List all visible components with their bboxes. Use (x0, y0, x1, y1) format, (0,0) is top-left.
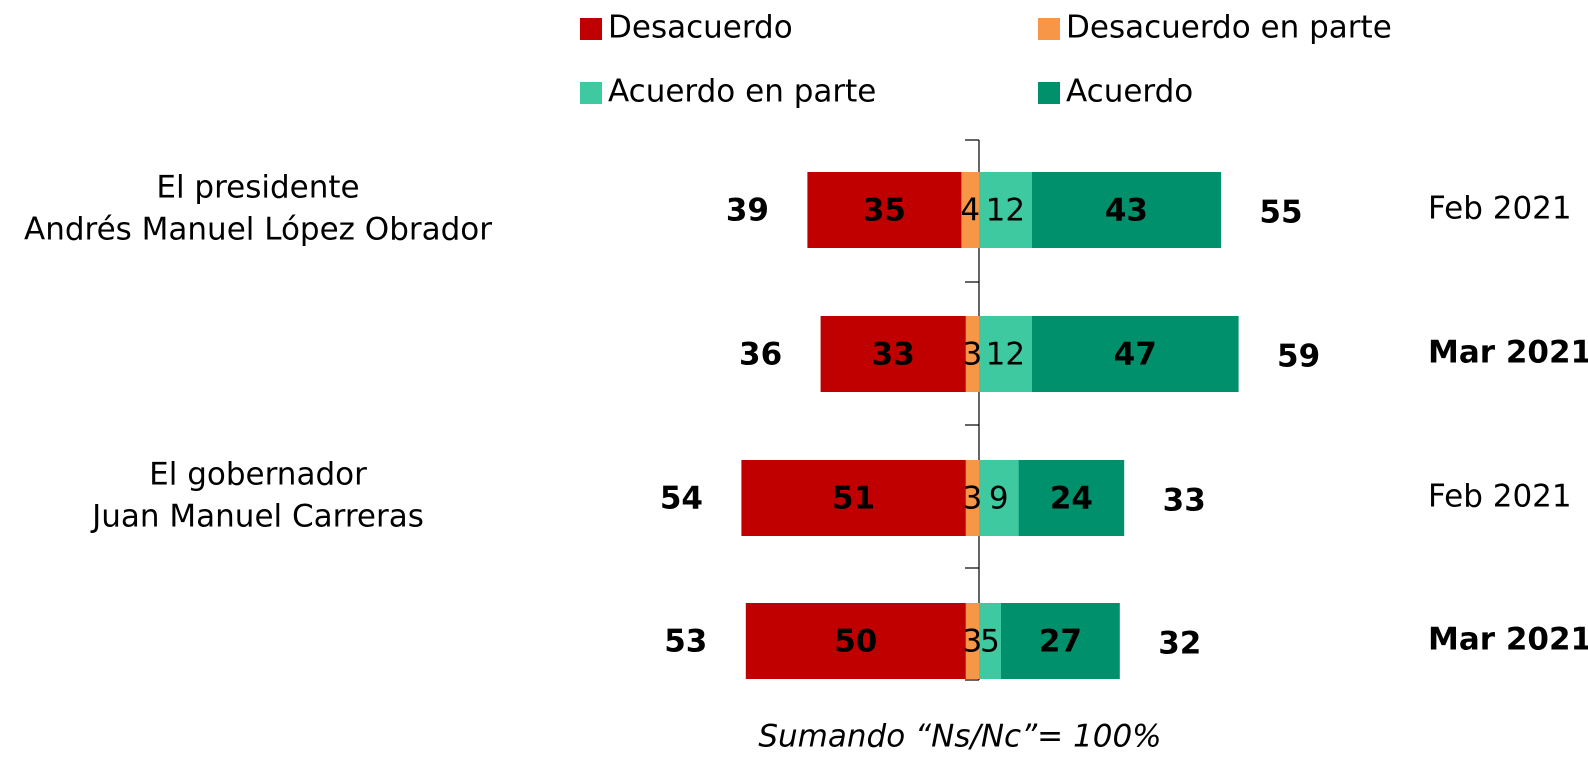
segment-label: 12 (986, 193, 1025, 229)
legend-label: Acuerdo (1066, 74, 1193, 110)
segment-label: 27 (1039, 624, 1082, 660)
segment-label: 43 (1105, 193, 1148, 229)
group-label: El gobernador (149, 457, 367, 493)
total-right: 55 (1259, 195, 1302, 231)
bar-segment (1031, 172, 1221, 248)
bar-segment (1031, 316, 1239, 392)
segment-label: 5 (980, 624, 1000, 660)
date-label: Feb 2021 (1428, 191, 1572, 227)
total-right: 59 (1277, 339, 1320, 375)
legend-swatch (1038, 82, 1060, 104)
legend-label: Acuerdo en parte (608, 74, 876, 110)
bar-segment (979, 316, 1032, 392)
segment-label: 3 (963, 337, 983, 373)
bar-segment (745, 603, 966, 679)
legend-swatch (580, 18, 602, 40)
group-label: Juan Manuel Carreras (90, 499, 424, 535)
bar-segment (965, 603, 979, 679)
segment-label: 4 (960, 193, 980, 229)
bar-segment (807, 172, 962, 248)
segment-label: 24 (1050, 481, 1093, 517)
segment-label: 50 (834, 624, 877, 660)
bar-segment (979, 460, 1019, 536)
segment-label: 3 (963, 481, 983, 517)
bar-segment (979, 172, 1032, 248)
date-label: Mar 2021 (1428, 622, 1588, 658)
bar-segment (961, 172, 979, 248)
segment-label: 35 (863, 193, 906, 229)
segment-label: 47 (1114, 337, 1157, 373)
legend-swatch (580, 82, 602, 104)
group-label: Andrés Manuel López Obrador (24, 212, 492, 248)
bar-segment (1001, 603, 1120, 679)
total-left: 54 (660, 481, 703, 517)
bar-segment (965, 460, 979, 536)
bar-segment (741, 460, 966, 536)
date-label: Feb 2021 (1428, 479, 1572, 515)
total-left: 39 (726, 193, 769, 229)
date-label: Mar 2021 (1428, 335, 1588, 371)
legend-swatch (1038, 18, 1060, 40)
bar-segment (965, 316, 979, 392)
total-left: 36 (739, 337, 782, 373)
segment-label: 9 (989, 481, 1009, 517)
note: Sumando “Ns/Nc”= 100% (758, 719, 1161, 755)
group-label: El presidente (156, 170, 359, 206)
segment-label: 12 (986, 337, 1025, 373)
bar-segment (820, 316, 966, 392)
bar-segment (979, 603, 1001, 679)
segment-label: 3 (963, 624, 983, 660)
bar-segment (1018, 460, 1125, 536)
total-right: 33 (1163, 483, 1206, 519)
legend-label: Desacuerdo en parte (1066, 10, 1392, 46)
segment-label: 51 (832, 481, 875, 517)
total-left: 53 (664, 624, 707, 660)
legend-label: Desacuerdo (608, 10, 793, 46)
segment-label: 33 (872, 337, 915, 373)
total-right: 32 (1158, 626, 1201, 662)
